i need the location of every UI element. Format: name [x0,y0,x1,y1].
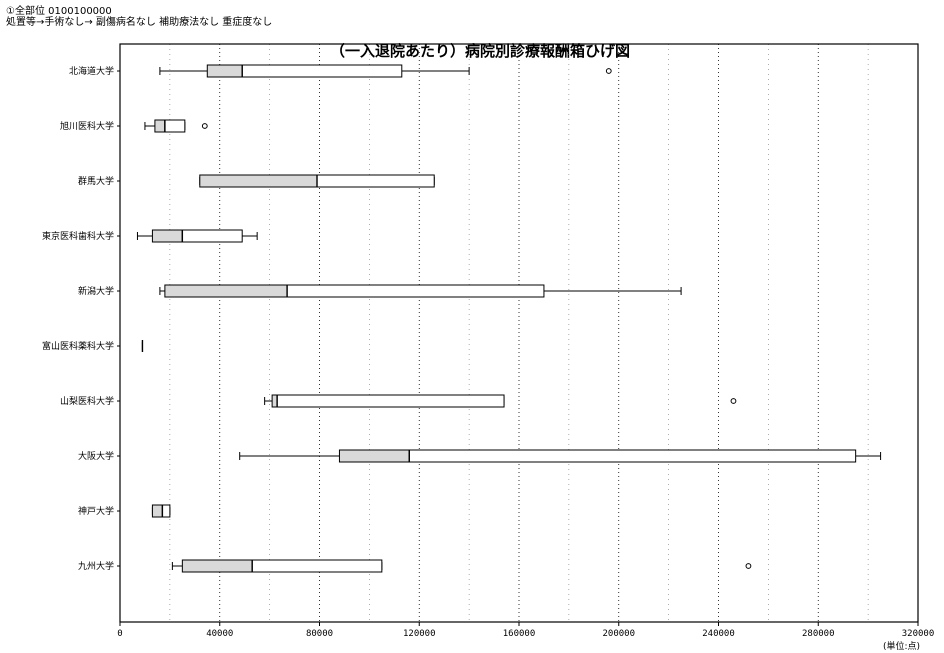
category-label: 東京医科歯科大学 [42,230,114,242]
box-lower [154,119,166,133]
outlier-point [605,68,612,74]
x-tick-label: 160000 [503,629,536,639]
box-lower [181,559,253,573]
x-tick-label: 320000 [902,629,935,639]
unit-label: (単位:点) [883,640,920,652]
outlier-point [745,563,752,569]
box-lower [151,504,163,518]
box-upper [164,119,186,133]
category-label: 富山医科薬科大学 [42,340,114,352]
box-lower [199,174,318,188]
grid-layer [169,44,869,622]
header-line-1: ①全部位 0100100000 [6,6,112,17]
x-tick-label: 240000 [702,629,735,639]
outlier-point [730,398,737,404]
category-label: 大阪大学 [78,450,114,462]
box-upper [251,559,383,573]
x-tick-label: 80000 [306,629,333,639]
box-upper [316,174,435,188]
category-label: 山梨医科大学 [60,395,114,407]
box-lower [338,449,410,463]
box-upper [408,449,857,463]
box-lower [164,284,288,298]
box-lower [271,394,278,408]
box-upper [276,394,505,408]
box-upper [286,284,545,298]
x-tick-label: 0 [117,629,122,639]
box-upper [161,504,171,518]
category-label: 神戸大学 [78,505,114,517]
x-tick-label: 120000 [403,629,436,639]
category-label: 北海道大学 [69,65,114,77]
x-tick-label: 280000 [802,629,835,639]
x-tick-label: 40000 [206,629,233,639]
box-upper [181,229,243,243]
box-layer [136,64,882,573]
x-tick-label: 200000 [602,629,635,639]
category-label: 新潟大学 [78,285,114,297]
category-label: 群馬大学 [78,175,114,187]
chart-title: （一入退院あたり）病院別診療報酬箱ひげ図 [330,42,631,60]
category-label: 旭川医科大学 [60,120,114,132]
category-label: 九州大学 [78,560,114,572]
label-layer: 北海道大学旭川医科大学群馬大学東京医科歯科大学新潟大学富山医科薬科大学山梨医科大… [42,65,114,572]
axis-layer: 0 40000 80000 120000 160000 200000 240000 28000… [117,43,935,652]
header-line-2: 処置等→手術なし→ 副傷病名なし 補助療法なし 重症度なし [6,17,273,28]
box-lower [206,64,243,78]
box-lower [151,229,183,243]
box-upper [241,64,403,78]
outlier-point [201,123,208,129]
